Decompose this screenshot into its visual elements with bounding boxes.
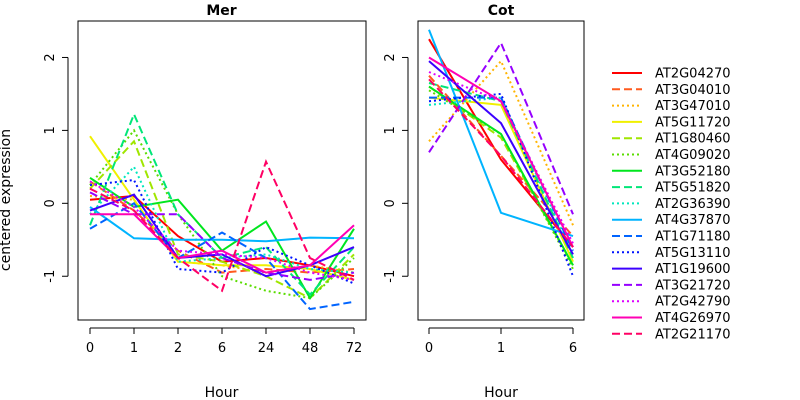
y-tick-label-cot: -1 [383,270,398,283]
legend-label-at4g26970: AT4G26970 [655,311,731,326]
series-line-cot-at4g09020 [428,89,574,270]
legend-label-at2g42790: AT2G42790 [655,295,731,310]
series-line-cot-at3g52180 [428,85,574,266]
legend-label-at2g04270: AT2G04270 [655,67,731,82]
legend-label-at3g04010: AT3G04010 [655,83,731,98]
x-axis-label-mer: Hour [205,385,239,400]
series-line-mer-at5g11720 [89,135,355,281]
chart-panel-mer: Mer Hour 0 1 2 6 24 48 72 -1 0 1 2 [43,3,367,400]
y-tick-label-cot: 1 [383,126,398,134]
legend-label-at5g13110: AT5G13110 [655,246,731,261]
panel-title-cot: Cot [488,3,515,19]
y-tick-label-cot: 0 [383,199,398,207]
y-tick-label-mer: 0 [43,199,58,207]
x-tick-label-mer: 2 [174,341,182,356]
x-tick-label-mer: 48 [302,341,319,356]
series-line-mer-at4g26970 [90,213,355,274]
legend-label-at4g37870: AT4G37870 [655,213,731,228]
plot-frame-cot [417,20,585,321]
series-line-mer-at1g80460 [89,139,355,300]
y-tick-label-mer: 2 [43,53,58,61]
series-line-cot-at3g47010 [428,59,574,226]
series-line-cot-at1g80460 [428,85,574,266]
legend-label-at2g21170: AT2G21170 [655,327,731,342]
legend-label-at5g51820: AT5G51820 [655,181,731,196]
y-tick-label-mer: -1 [43,270,58,283]
legend-label-at4g09020: AT4G09020 [655,148,731,163]
series-line-mer-at2g21170 [89,158,355,293]
y-tick-label-cot: 2 [383,53,398,61]
series-lines-mer [89,111,355,311]
series-line-cot-at2g21170 [428,78,574,248]
axes-mer: 0 1 2 6 24 48 72 -1 0 1 2 [43,53,362,356]
legend-label-at1g71180: AT1G71180 [655,230,731,245]
series-line-cot-at2g42790 [428,71,574,244]
x-tick-label-mer: 0 [86,341,94,356]
series-line-cot-at5g51820 [428,82,574,259]
x-tick-label-mer: 24 [258,341,275,356]
x-tick-label-mer: 1 [130,341,138,356]
legend-label-at1g19600: AT1G19600 [655,262,731,277]
panel-title-mer: Mer [206,3,236,19]
legend-label-at3g21720: AT3G21720 [655,278,731,293]
x-tick-label-cot: 0 [425,341,433,356]
x-axis-label-cot: Hour [484,385,518,400]
legend-label-at1g80460: AT1G80460 [655,132,731,147]
series-lines-cot [428,29,574,277]
series-line-mer-at4g37870 [89,206,355,243]
series-line-cot-at4g37870 [428,29,574,238]
legend-label-at5g11720: AT5G11720 [655,115,731,130]
legend-label-at2g36390: AT2G36390 [655,197,731,212]
plot-frame-mer [77,20,367,321]
series-line-mer-at1g71180 [89,202,355,311]
axes-cot: 0 1 6 -1 0 1 2 [383,53,577,356]
x-tick-label-mer: 6 [218,341,226,356]
series-line-cot-at4g26970 [428,56,574,248]
series-line-mer-at5g51820 [89,111,355,296]
y-tick-label-mer: 1 [43,126,58,134]
series-line-cot-at3g21720 [428,40,574,215]
series-line-mer-at2g42790 [89,180,355,281]
legend-label-at3g52180: AT3G52180 [655,164,731,179]
x-tick-label-cot: 1 [497,341,505,356]
legend-label-at3g47010: AT3G47010 [655,99,731,114]
y-axis-label: centered expression [0,129,14,271]
x-tick-label-cot: 6 [569,341,577,356]
chart-panel-cot: Cot Hour 0 1 6 -1 0 1 2 [383,3,585,400]
x-tick-label-mer: 72 [346,341,363,356]
